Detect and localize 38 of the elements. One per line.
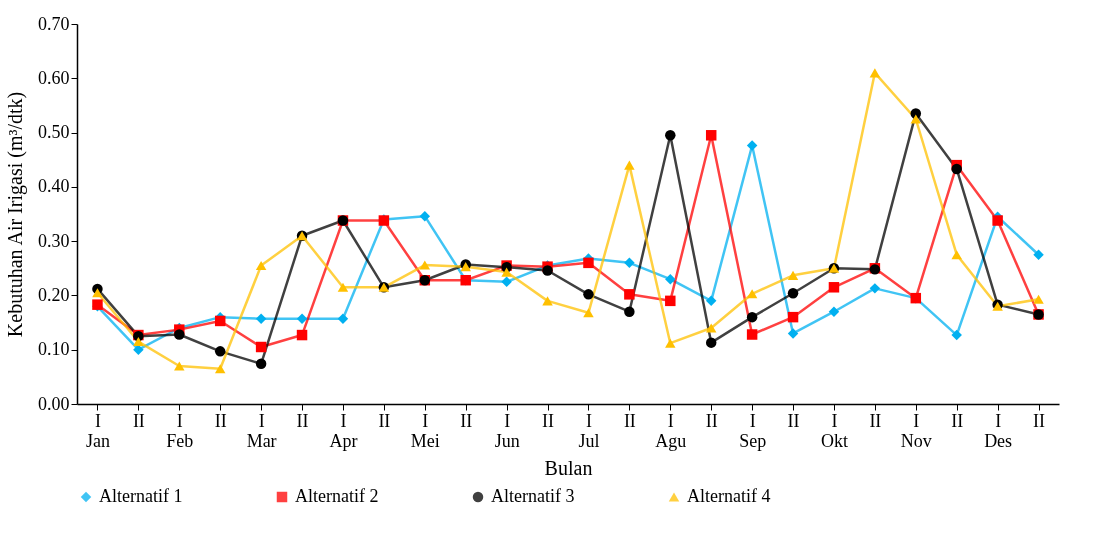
legend-label: Alternatif 4 <box>687 486 771 506</box>
x-tick-label: II <box>951 410 964 431</box>
x-tick-label: I Agu <box>655 410 687 451</box>
y-tick-label: 0.40 <box>38 176 70 197</box>
x-tick-label: II <box>705 410 718 431</box>
x-tick-label: II <box>296 410 309 431</box>
y-tick-label: 0.10 <box>38 339 70 360</box>
x-tick-label: I Okt <box>820 410 848 451</box>
y-tick-label: 0.50 <box>38 122 70 143</box>
x-tick-label: I Mei <box>410 410 440 451</box>
x-axis-title: Bulan <box>544 456 593 479</box>
x-tick-label: II <box>623 410 636 431</box>
x-tick-label: I Mar <box>246 410 277 451</box>
legend-label: Alternatif 3 <box>491 486 575 506</box>
legend-label: Alternatif 2 <box>295 486 379 506</box>
x-tick-label: II <box>460 410 473 431</box>
y-tick-label: 0.30 <box>38 230 70 251</box>
x-tick-label: II <box>787 410 800 431</box>
x-tick-label: II <box>378 410 391 431</box>
x-tick-label: II <box>214 410 227 431</box>
x-tick-label: II <box>1033 410 1046 431</box>
x-tick-label: I Des <box>984 410 1013 451</box>
x-tick-label: I Jul <box>578 410 600 451</box>
x-tick-label: I Sep <box>739 410 767 451</box>
x-tick-label: II <box>869 410 882 431</box>
legend-label: Alternatif 1 <box>99 486 183 506</box>
x-tick-label: I Apr <box>329 410 358 451</box>
x-tick-label: I Jun <box>494 410 520 451</box>
y-tick-label: 0.70 <box>38 13 70 34</box>
y-tick-label: 0.20 <box>38 284 70 305</box>
y-tick-label: 0.60 <box>38 67 70 88</box>
y-axis-title: Kebutuhan Air Irigasi (m³/dtk) <box>4 91 27 338</box>
x-tick-label: I Jan <box>85 410 110 451</box>
x-tick-label: I Feb <box>166 410 194 451</box>
x-tick-label: II <box>132 410 145 431</box>
x-tick-label: II <box>542 410 555 431</box>
x-tick-label: I Nov <box>900 410 932 451</box>
y-tick-label: 0.00 <box>38 393 70 414</box>
